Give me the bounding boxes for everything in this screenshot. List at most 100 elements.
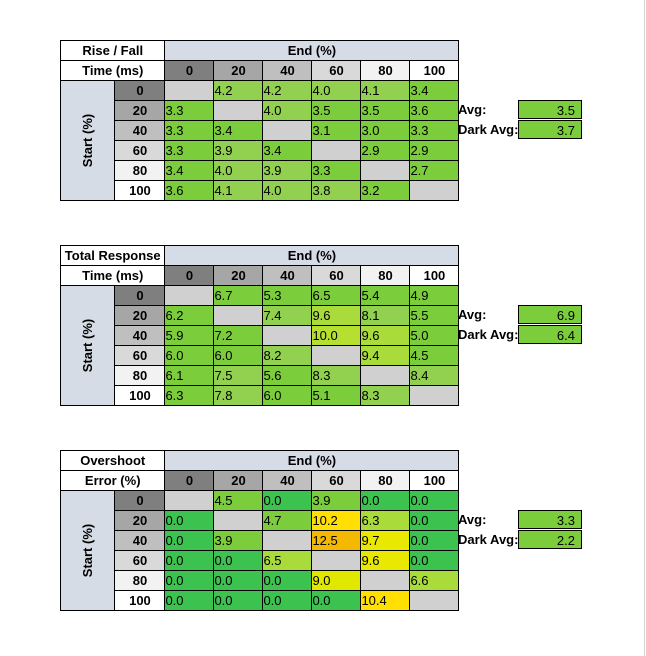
value-cell: 6.0 <box>262 385 313 406</box>
value-cell: 0.0 <box>164 590 215 611</box>
table-2: Total Response End (%) Time (ms) 0 20 40 60 80 1… <box>59 245 460 406</box>
value-cell: 6.5 <box>311 285 362 306</box>
start-level-80: 80 <box>114 570 166 591</box>
value-cell: 3.9 <box>213 530 264 551</box>
end-level-20: 20 <box>213 265 264 286</box>
end-level-100: 100 <box>409 60 460 81</box>
table-title-line2: Error (%) <box>59 470 166 491</box>
table-title-line1: Total Response <box>59 245 166 266</box>
value-cell: 9.0 <box>311 570 362 591</box>
value-cell: 4.9 <box>409 285 460 306</box>
diagonal-cell <box>311 140 362 161</box>
table-title-line1: Rise / Fall <box>59 40 166 61</box>
value-cell: 4.1 <box>360 80 411 101</box>
diagonal-cell <box>164 285 215 306</box>
avg-value: 3.3 <box>518 510 582 529</box>
value-cell: 0.0 <box>409 530 460 551</box>
start-header-label: Start (%) <box>80 318 96 373</box>
diagonal-cell <box>360 160 411 181</box>
end-level-40: 40 <box>262 470 313 491</box>
value-cell: 8.2 <box>262 345 313 366</box>
value-cell: 4.0 <box>311 80 362 101</box>
start-header-label: Start (%) <box>80 113 96 168</box>
diagonal-cell <box>311 550 362 571</box>
value-cell: 4.5 <box>213 490 264 511</box>
start-level-60: 60 <box>114 550 166 571</box>
value-cell: 6.6 <box>409 570 460 591</box>
value-cell: 10.0 <box>311 325 362 346</box>
end-level-60: 60 <box>311 470 362 491</box>
end-level-100: 100 <box>409 265 460 286</box>
value-cell: 3.5 <box>360 100 411 121</box>
value-cell: 0.0 <box>409 510 460 531</box>
start-level-100: 100 <box>114 590 166 611</box>
dark-avg-value: 3.7 <box>518 120 582 139</box>
end-level-60: 60 <box>311 60 362 81</box>
end-level-40: 40 <box>262 60 313 81</box>
end-level-0: 0 <box>164 470 215 491</box>
value-cell: 9.6 <box>360 325 411 346</box>
value-cell: 6.5 <box>262 550 313 571</box>
value-cell: 5.5 <box>409 305 460 326</box>
value-cell: 0.0 <box>311 590 362 611</box>
value-cell: 4.2 <box>262 80 313 101</box>
value-cell: 2.9 <box>360 140 411 161</box>
end-level-20: 20 <box>213 470 264 491</box>
value-cell: 0.0 <box>262 490 313 511</box>
value-cell: 3.9 <box>311 490 362 511</box>
value-cell: 4.7 <box>262 510 313 531</box>
value-cell: 0.0 <box>213 550 264 571</box>
table-title-line1: Overshoot <box>59 450 166 471</box>
table-title-line2: Time (ms) <box>59 60 166 81</box>
end-header: End (%) <box>164 245 460 266</box>
value-cell: 12.5 <box>311 530 362 551</box>
table-row: 80 3.4 4.0 3.9 3.3 2.7 <box>61 160 460 181</box>
table-row: Start (%) 0 6.7 5.3 6.5 5.4 4.9 <box>59 285 460 406</box>
diagonal-cell <box>164 80 215 101</box>
value-cell: 8.1 <box>360 305 411 326</box>
start-level-80: 80 <box>114 160 166 181</box>
table-row: 40 0.0 3.9 12.5 9.7 0.0 <box>61 530 460 551</box>
start-level-60: 60 <box>114 140 166 161</box>
value-cell: 3.6 <box>164 180 215 201</box>
value-cell: 5.6 <box>262 365 313 386</box>
table-row: 20 6.2 7.4 9.6 8.1 5.5 <box>61 305 460 326</box>
table-row: 100 3.6 4.1 4.0 3.8 3.2 <box>61 180 460 201</box>
table-row: 20 0.0 4.7 10.2 6.3 0.0 <box>61 510 460 531</box>
diagonal-cell <box>409 590 460 611</box>
value-cell: 6.1 <box>164 365 215 386</box>
table-row: 80 0.0 0.0 0.0 9.0 6.6 <box>61 570 460 591</box>
value-cell: 0.0 <box>360 490 411 511</box>
table-row: 60 0.0 0.0 6.5 9.6 0.0 <box>61 550 460 571</box>
end-header: End (%) <box>164 40 460 61</box>
value-cell: 3.4 <box>262 140 313 161</box>
value-cell: 7.4 <box>262 305 313 326</box>
value-cell: 4.0 <box>262 100 313 121</box>
value-cell: 3.5 <box>311 100 362 121</box>
table-row: 20 3.3 4.0 3.5 3.5 3.6 <box>61 100 460 121</box>
table-row: 60 6.0 6.0 8.2 9.4 4.5 <box>61 345 460 366</box>
value-cell: 0.0 <box>164 530 215 551</box>
value-cell: 10.2 <box>311 510 362 531</box>
diagonal-cell <box>164 490 215 511</box>
value-cell: 3.3 <box>311 160 362 181</box>
value-cell: 0.0 <box>409 490 460 511</box>
avg-value: 3.5 <box>518 100 582 119</box>
table-row: 40 3.3 3.4 3.1 3.0 3.3 <box>61 120 460 141</box>
value-cell: 8.3 <box>311 365 362 386</box>
end-level-60: 60 <box>311 265 362 286</box>
end-level-0: 0 <box>164 265 215 286</box>
value-cell: 6.2 <box>164 305 215 326</box>
value-cell: 3.3 <box>164 120 215 141</box>
value-cell: 6.3 <box>360 510 411 531</box>
value-cell: 6.3 <box>164 385 215 406</box>
end-level-80: 80 <box>360 265 411 286</box>
table-row: 80 6.1 7.5 5.6 8.3 8.4 <box>61 365 460 386</box>
value-cell: 8.3 <box>360 385 411 406</box>
start-header-label: Start (%) <box>80 523 96 578</box>
diagonal-cell <box>262 120 313 141</box>
avg-value: 6.9 <box>518 305 582 324</box>
diagonal-cell <box>262 530 313 551</box>
value-cell: 0.0 <box>409 550 460 571</box>
value-cell: 9.7 <box>360 530 411 551</box>
